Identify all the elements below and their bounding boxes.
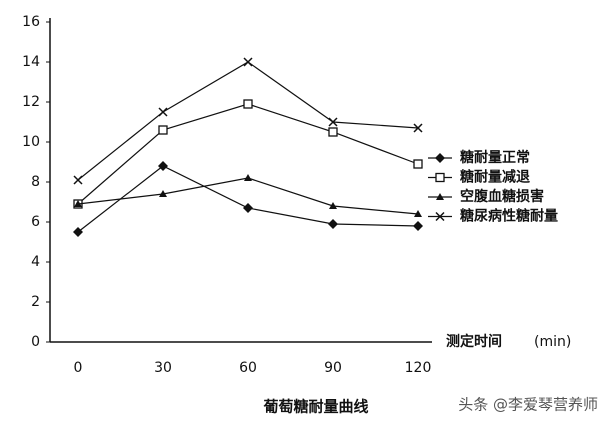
data-point: [73, 227, 83, 237]
data-point: [158, 107, 168, 117]
data-point: [413, 159, 423, 169]
data-point: [329, 202, 337, 209]
data-point: [73, 175, 83, 185]
y-tick-label: 8: [31, 174, 40, 190]
x-axis-unit: (min): [534, 334, 571, 350]
data-point: [158, 125, 168, 135]
data-point: [243, 99, 253, 109]
data-point: [158, 161, 168, 171]
y-tick-label: 10: [22, 134, 40, 150]
data-point: [328, 219, 338, 229]
legend-label: 糖尿病性糖耐量: [460, 208, 558, 225]
data-point: [159, 190, 167, 197]
legend-label: 糖耐量正常: [460, 149, 530, 166]
data-point: [243, 203, 253, 213]
legend-label: 糖耐量减退: [460, 169, 530, 186]
data-point: [74, 200, 82, 207]
y-tick-label: 6: [31, 214, 40, 230]
data-point: [413, 221, 423, 231]
y-tick-label: 2: [31, 294, 40, 310]
x-tick-label: 30: [154, 360, 172, 376]
x-tick-label: 60: [239, 360, 257, 376]
x-axis-label: 测定时间: [446, 333, 502, 350]
data-point: [244, 174, 252, 181]
y-tick-label: 4: [31, 254, 40, 270]
watermark: 头条 @李爱琴营养师: [458, 396, 598, 414]
y-tick-label: 16: [22, 14, 40, 30]
x-tick-label: 90: [324, 360, 342, 376]
legend-marker: [436, 193, 444, 200]
data-point: [413, 123, 423, 133]
data-point: [243, 57, 253, 67]
data-point: [328, 117, 338, 127]
legend-marker: [435, 172, 445, 183]
legend-label: 空腹血糖损害: [460, 188, 544, 205]
x-tick-label: 0: [74, 360, 83, 376]
legend-marker: [435, 211, 445, 222]
chart-title: 葡萄糖耐量曲线: [262, 398, 368, 416]
data-point: [328, 127, 338, 137]
x-tick-label: 120: [405, 360, 432, 376]
legend-marker: [435, 153, 445, 163]
y-tick-label: 0: [31, 334, 40, 350]
data-point: [414, 210, 422, 217]
y-tick-label: 12: [22, 94, 40, 110]
y-tick-label: 14: [22, 54, 40, 70]
